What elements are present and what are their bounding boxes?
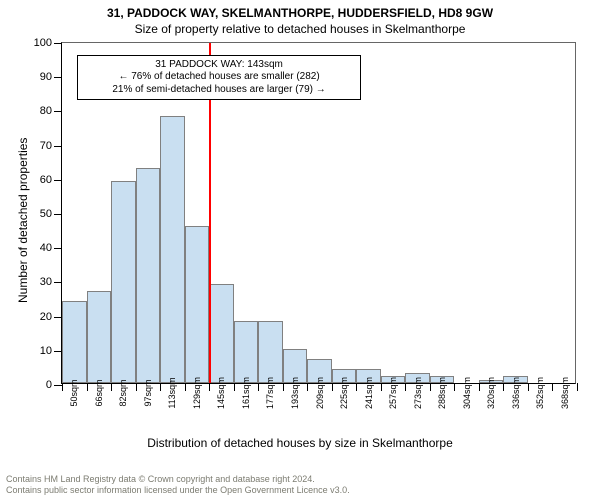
histogram-bar [87, 291, 112, 383]
y-tick-label: 30 [40, 276, 52, 288]
x-tick [454, 383, 455, 391]
x-tick-label: 82sqm [118, 379, 128, 406]
footer-line-1: Contains HM Land Registry data © Crown c… [6, 474, 315, 484]
x-tick [209, 383, 210, 391]
x-tick-label: 352sqm [535, 377, 545, 409]
x-tick [234, 383, 235, 391]
callout-box: 31 PADDOCK WAY: 143sqm← 76% of detached … [77, 55, 360, 101]
x-tick-label: 177sqm [265, 377, 275, 409]
y-tick-label: 40 [40, 242, 52, 254]
y-tick [54, 214, 62, 215]
histogram-bar [258, 321, 283, 383]
x-tick [258, 383, 259, 391]
x-tick-label: 145sqm [216, 377, 226, 409]
x-tick [479, 383, 480, 391]
x-tick [356, 383, 357, 391]
x-tick [577, 383, 578, 391]
x-tick-label: 129sqm [192, 377, 202, 409]
x-tick [430, 383, 431, 391]
histogram-bar [185, 226, 210, 383]
y-tick-label: 50 [40, 208, 52, 220]
y-tick [54, 111, 62, 112]
histogram-bar [136, 168, 161, 383]
y-tick [54, 180, 62, 181]
y-axis-label: Number of detached properties [16, 138, 30, 303]
x-tick-label: 113sqm [167, 377, 177, 408]
x-tick-label: 304sqm [462, 377, 472, 409]
x-tick-label: 241sqm [364, 377, 374, 409]
x-tick [552, 383, 553, 391]
x-tick-label: 320sqm [486, 377, 496, 409]
x-tick-label: 209sqm [315, 377, 325, 409]
x-axis-label: Distribution of detached houses by size … [0, 436, 600, 450]
histogram-bar [111, 181, 136, 383]
x-tick [111, 383, 112, 391]
x-tick [307, 383, 308, 391]
y-tick-label: 70 [40, 140, 52, 152]
x-tick-label: 66sqm [94, 379, 104, 406]
x-tick-label: 193sqm [290, 377, 300, 409]
y-tick [54, 43, 62, 44]
x-tick [405, 383, 406, 391]
y-tick [54, 77, 62, 78]
histogram-bar [160, 116, 185, 383]
x-tick-label: 97sqm [143, 379, 153, 406]
x-tick [87, 383, 88, 391]
y-tick [54, 282, 62, 283]
y-tick-label: 80 [40, 105, 52, 117]
x-tick [503, 383, 504, 391]
y-tick [54, 317, 62, 318]
x-tick-label: 273sqm [413, 377, 423, 409]
y-tick-label: 10 [40, 345, 52, 357]
y-tick-label: 100 [34, 37, 52, 49]
y-tick-label: 20 [40, 311, 52, 323]
x-tick [283, 383, 284, 391]
callout-line: ← 76% of detached houses are smaller (28… [84, 71, 353, 84]
footer-line-2: Contains public sector information licen… [6, 485, 350, 495]
x-tick-label: 50sqm [69, 379, 79, 406]
x-tick-label: 225sqm [339, 377, 349, 409]
plot-area: 010203040506070809010050sqm66sqm82sqm97s… [61, 42, 576, 384]
y-tick [54, 248, 62, 249]
y-tick-label: 0 [46, 379, 52, 391]
callout-line: 21% of semi-detached houses are larger (… [84, 84, 353, 97]
y-tick [54, 146, 62, 147]
x-tick [185, 383, 186, 391]
x-tick [136, 383, 137, 391]
y-tick [54, 385, 62, 386]
x-tick [381, 383, 382, 391]
callout-line: 31 PADDOCK WAY: 143sqm [84, 59, 353, 72]
x-tick-label: 368sqm [560, 377, 570, 409]
histogram-bar [234, 321, 259, 383]
histogram-bar [209, 284, 234, 383]
chart-subtitle: Size of property relative to detached ho… [0, 20, 600, 36]
histogram-bar [62, 301, 87, 383]
y-tick-label: 90 [40, 71, 52, 83]
x-tick-label: 336sqm [511, 377, 521, 409]
footer-attribution: Contains HM Land Registry data © Crown c… [6, 474, 350, 497]
x-tick-label: 288sqm [437, 377, 447, 409]
x-tick-label: 257sqm [388, 377, 398, 409]
x-tick [160, 383, 161, 391]
x-tick [528, 383, 529, 391]
y-tick [54, 351, 62, 352]
y-tick-label: 60 [40, 174, 52, 186]
chart-title: 31, PADDOCK WAY, SKELMANTHORPE, HUDDERSF… [0, 0, 600, 20]
x-tick [62, 383, 63, 391]
x-tick-label: 161sqm [241, 377, 251, 409]
x-tick [332, 383, 333, 391]
